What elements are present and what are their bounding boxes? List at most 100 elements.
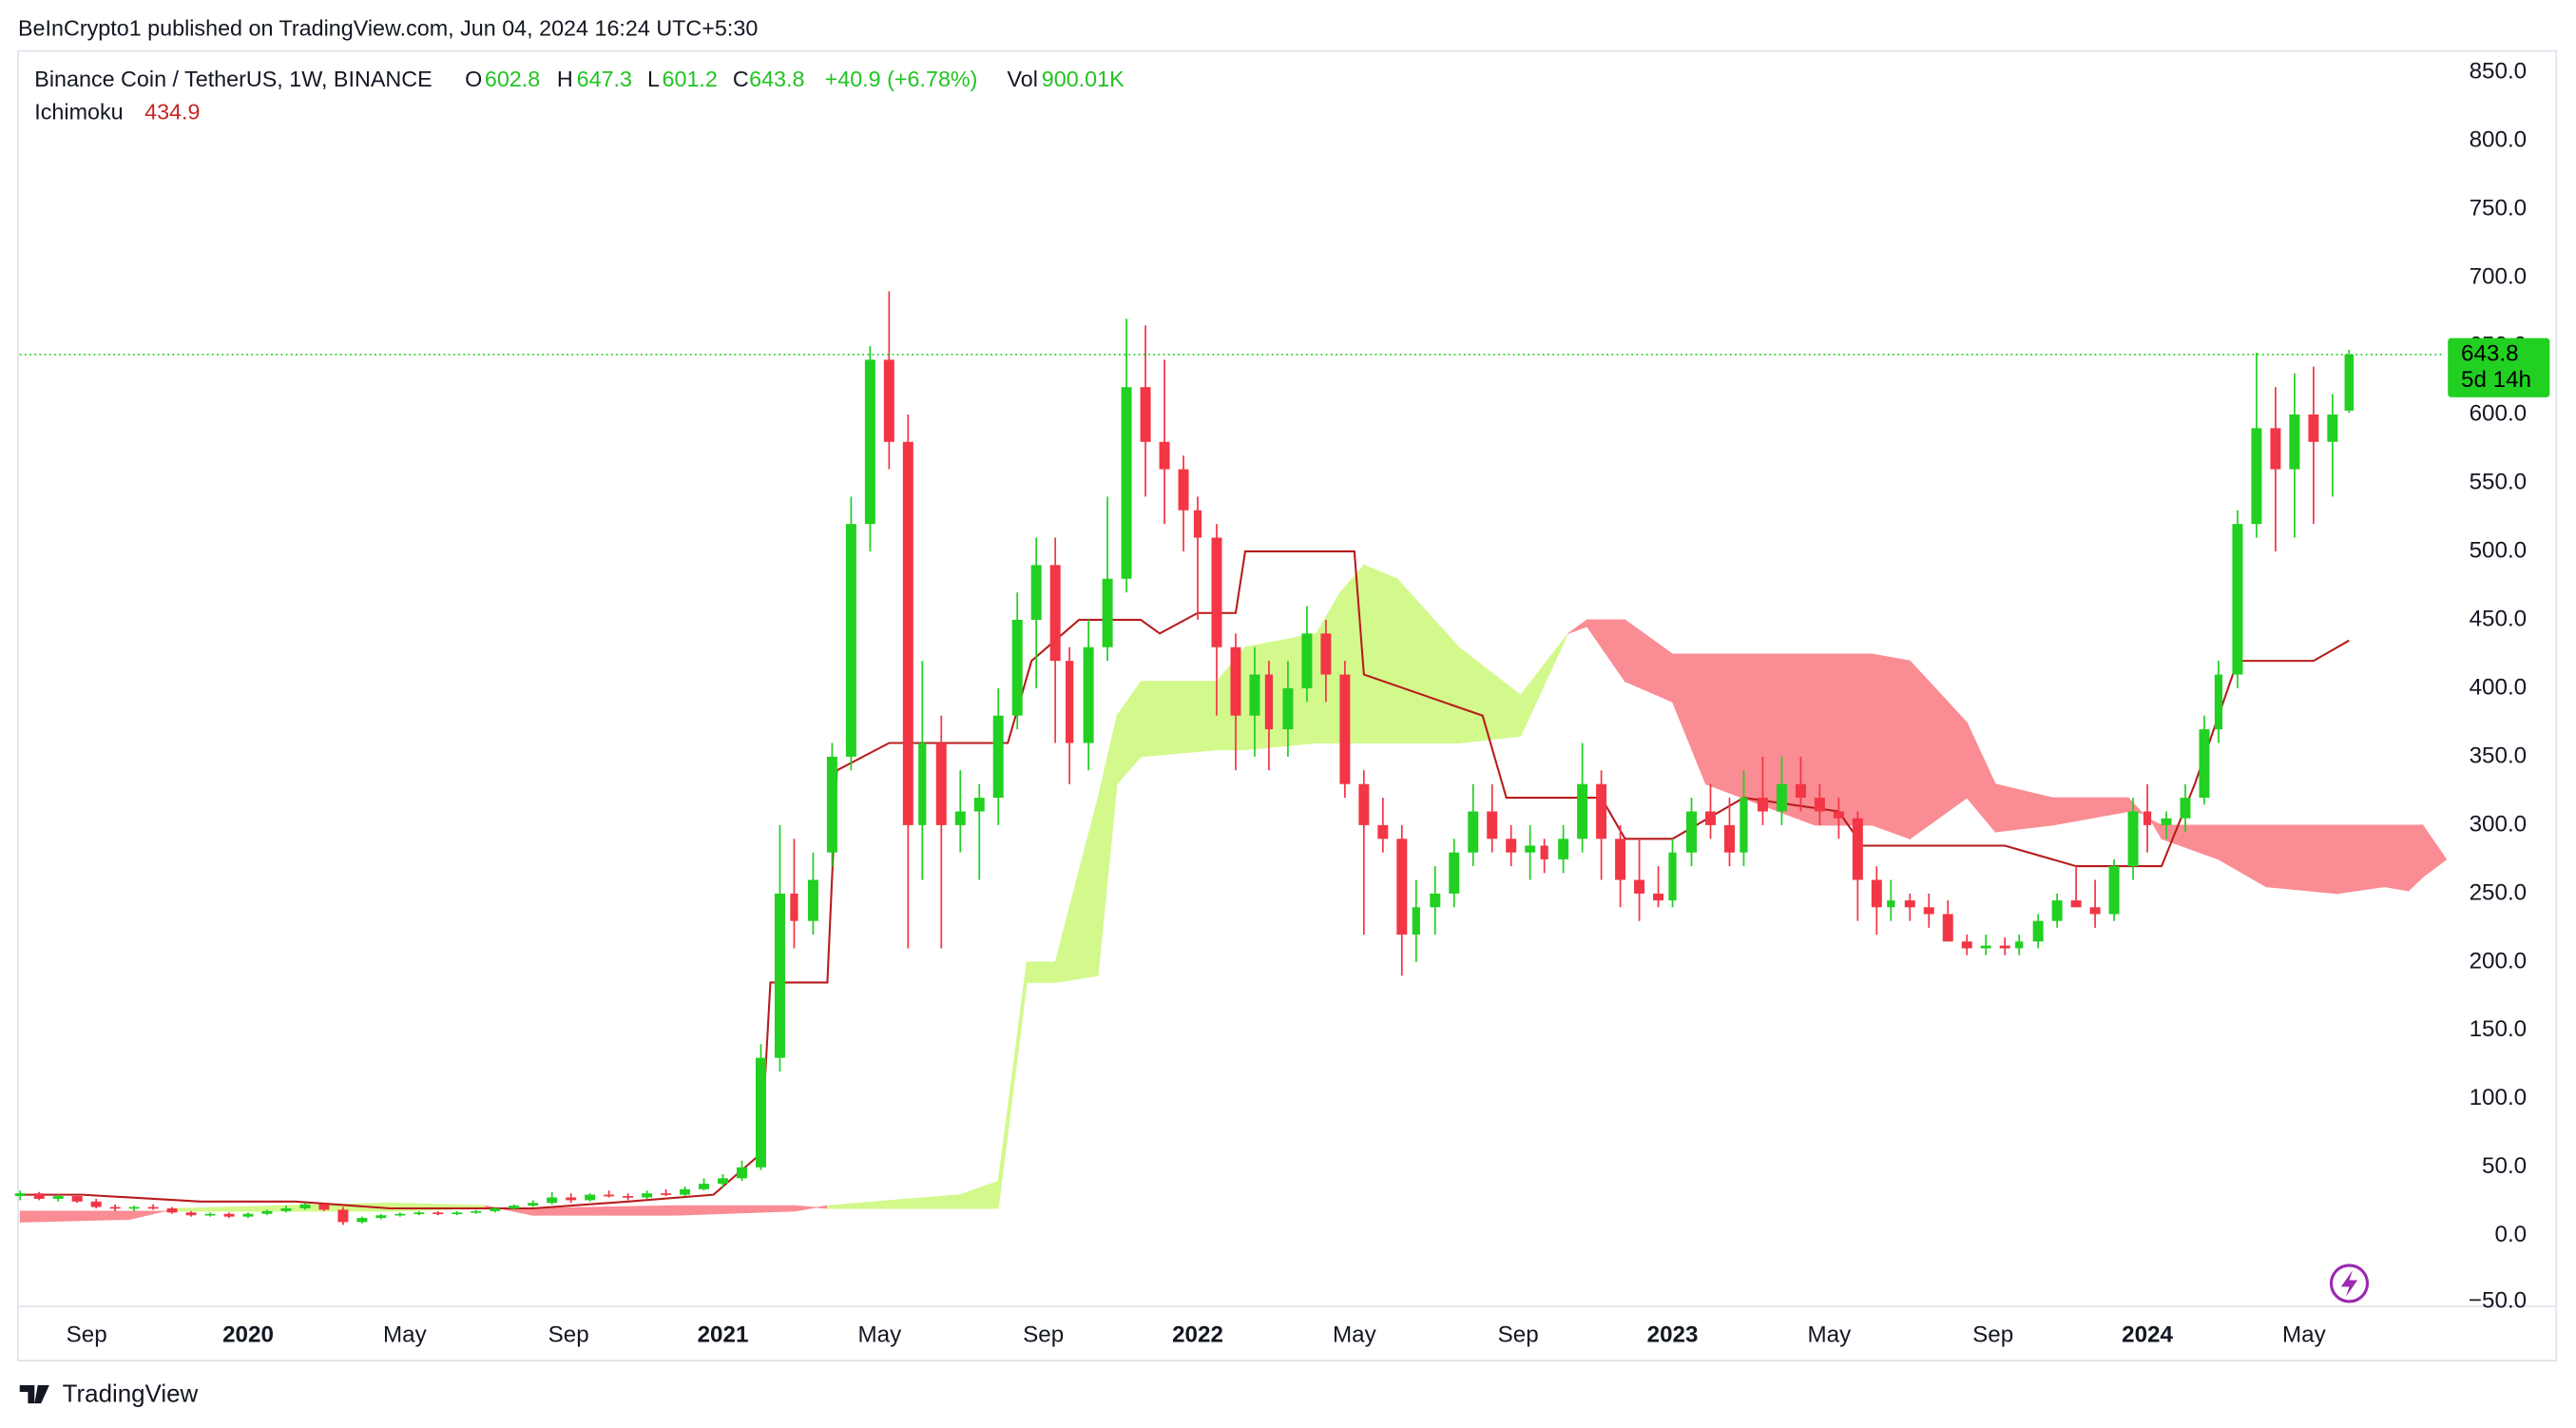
y-tick-label: 300.0 bbox=[2470, 811, 2528, 837]
candle-body bbox=[2161, 818, 2172, 825]
cloud-segment bbox=[2422, 823, 2448, 878]
candle-body bbox=[1249, 674, 1260, 716]
x-tick-label: May bbox=[383, 1322, 428, 1348]
indicator-name: Ichimoku bbox=[34, 99, 123, 124]
candle-body bbox=[1961, 941, 1972, 949]
candle-body bbox=[109, 1206, 121, 1209]
candle-body bbox=[2180, 798, 2191, 819]
y-tick-label: 150.0 bbox=[2470, 1016, 2528, 1042]
candle-body bbox=[755, 1057, 766, 1167]
publish-note: BeInCrypto1 published on TradingView.com… bbox=[18, 15, 758, 40]
y-tick-label: −50.0 bbox=[2469, 1287, 2527, 1313]
candle-body bbox=[2344, 354, 2355, 411]
y-tick-label: 250.0 bbox=[2470, 879, 2528, 905]
x-tick-label: Sep bbox=[1023, 1322, 1064, 1348]
candle-body bbox=[1704, 811, 1716, 825]
ohlc-label: C bbox=[733, 67, 749, 91]
x-tick-label: Sep bbox=[1972, 1322, 2013, 1348]
candle-body bbox=[1871, 879, 1882, 908]
candle-body bbox=[1653, 893, 1664, 901]
snapshot-icon[interactable] bbox=[2329, 1264, 2370, 1303]
candle-body bbox=[604, 1194, 615, 1197]
candle-body bbox=[1942, 914, 1953, 942]
candle-body bbox=[2251, 428, 2262, 525]
candle-body bbox=[1030, 565, 1042, 620]
y-tick-label: 550.0 bbox=[2470, 469, 2528, 494]
plot bbox=[14, 291, 2448, 1225]
candle-body bbox=[973, 798, 985, 812]
candle-body bbox=[1193, 510, 1202, 538]
y-tick-label: 500.0 bbox=[2470, 537, 2528, 563]
y-tick-label: 750.0 bbox=[2470, 195, 2528, 221]
ohlc-value: 643.8 bbox=[749, 67, 804, 91]
candle-body bbox=[2232, 524, 2243, 675]
candle-body bbox=[528, 1203, 539, 1206]
ohlc-value: 602.8 bbox=[485, 67, 540, 91]
candle-body bbox=[2108, 866, 2120, 915]
candle-body bbox=[1430, 893, 1441, 908]
ohlc-value: 647.3 bbox=[577, 67, 632, 91]
indicator-value: 434.9 bbox=[144, 99, 200, 124]
candle-body bbox=[1558, 839, 1569, 859]
candle-body bbox=[1668, 852, 1677, 901]
candle-body bbox=[1506, 839, 1517, 853]
candle-body bbox=[1776, 783, 1787, 812]
candle-body bbox=[623, 1196, 634, 1198]
candle-body bbox=[1301, 633, 1313, 688]
candle-body bbox=[413, 1212, 425, 1215]
candle-body bbox=[1102, 578, 1113, 647]
candle-body bbox=[992, 715, 1004, 799]
candle-body bbox=[128, 1206, 140, 1209]
candle-body bbox=[1686, 811, 1698, 853]
candle-body bbox=[1121, 387, 1132, 579]
candle-body bbox=[490, 1208, 501, 1211]
y-tick-label: 100.0 bbox=[2470, 1085, 2528, 1110]
cloud-segment bbox=[1026, 961, 1056, 983]
candle-body bbox=[1412, 907, 1420, 936]
y-tick-label: 200.0 bbox=[2470, 948, 2528, 974]
cloud-segment bbox=[1363, 564, 1398, 743]
candle-body bbox=[1487, 811, 1498, 839]
candle-body bbox=[1339, 674, 1351, 784]
x-tick-label: 2020 bbox=[222, 1322, 274, 1348]
candle-body bbox=[2015, 941, 2024, 949]
candle-body bbox=[1833, 811, 1844, 819]
candle-body bbox=[845, 524, 856, 757]
volume: 900.01K bbox=[1042, 67, 1125, 91]
y-tick-label: 400.0 bbox=[2470, 674, 2528, 700]
candle-body bbox=[935, 743, 947, 825]
x-tick-label: May bbox=[858, 1322, 903, 1348]
candle-body bbox=[2051, 900, 2063, 921]
candle-body bbox=[1449, 852, 1460, 894]
x-tick-label: May bbox=[1808, 1322, 1853, 1348]
logo-mark bbox=[19, 1385, 49, 1404]
candle-body bbox=[902, 441, 913, 825]
candle-body bbox=[509, 1206, 520, 1209]
candle-body bbox=[14, 1193, 26, 1197]
candle-body bbox=[1795, 783, 1806, 799]
candle-body bbox=[883, 359, 894, 442]
candle-body bbox=[1320, 633, 1332, 675]
candle-body bbox=[790, 893, 798, 921]
x-tick-label: Sep bbox=[548, 1322, 589, 1348]
last-price-box bbox=[2448, 338, 2550, 397]
candle-body bbox=[71, 1196, 83, 1202]
candle-body bbox=[1887, 900, 1895, 908]
candle-body bbox=[1396, 839, 1408, 936]
candle-body bbox=[2070, 900, 2082, 908]
candle-body bbox=[1615, 839, 1626, 880]
y-tick-label: 850.0 bbox=[2470, 58, 2528, 84]
candle-body bbox=[1230, 646, 1241, 716]
candle-body bbox=[1723, 824, 1735, 853]
candle-body bbox=[318, 1204, 330, 1210]
cloud-segment bbox=[1871, 653, 1911, 839]
candle-body bbox=[2199, 729, 2210, 799]
y-tick-label: 800.0 bbox=[2470, 126, 2528, 152]
candle-body bbox=[166, 1208, 178, 1213]
y-tick-label: 50.0 bbox=[2482, 1153, 2527, 1179]
x-tick-label: Sep bbox=[1498, 1322, 1539, 1348]
candle-body bbox=[1211, 537, 1222, 647]
candle-body bbox=[699, 1184, 710, 1189]
